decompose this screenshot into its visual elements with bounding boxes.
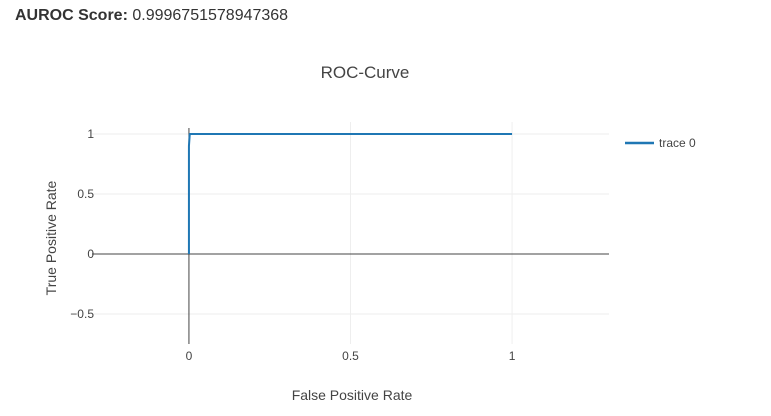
y-tick-label: −0.5 [70,307,94,321]
x-tick-label: 0 [186,349,193,363]
y-axis-title: True Positive Rate [43,180,59,295]
x-tick-label: 0.5 [342,349,359,363]
legend-label-trace-0: trace 0 [659,136,696,150]
series-line-trace-0 [187,133,513,254]
series-layer [187,133,513,254]
y-tick-labels: −0.5 0 0.5 1 [70,127,94,321]
auroc-score-value: 0.9996751578947368 [132,7,289,24]
grid-layer [92,122,609,344]
y-tick-label: 1 [87,127,94,141]
auroc-score-line: AUROC Score: 0.9996751578947368 [15,7,288,25]
legend[interactable]: trace 0 [625,136,696,150]
chart-title: ROC-Curve [321,63,410,82]
x-tick-label: 1 [509,349,516,363]
x-axis-title: False Positive Rate [292,387,413,403]
y-tick-label: 0.5 [77,187,94,201]
x-tick-labels: 0 0.5 1 [186,349,516,363]
auroc-score-label: AUROC Score: [15,7,128,24]
y-tick-label: 0 [87,247,94,261]
